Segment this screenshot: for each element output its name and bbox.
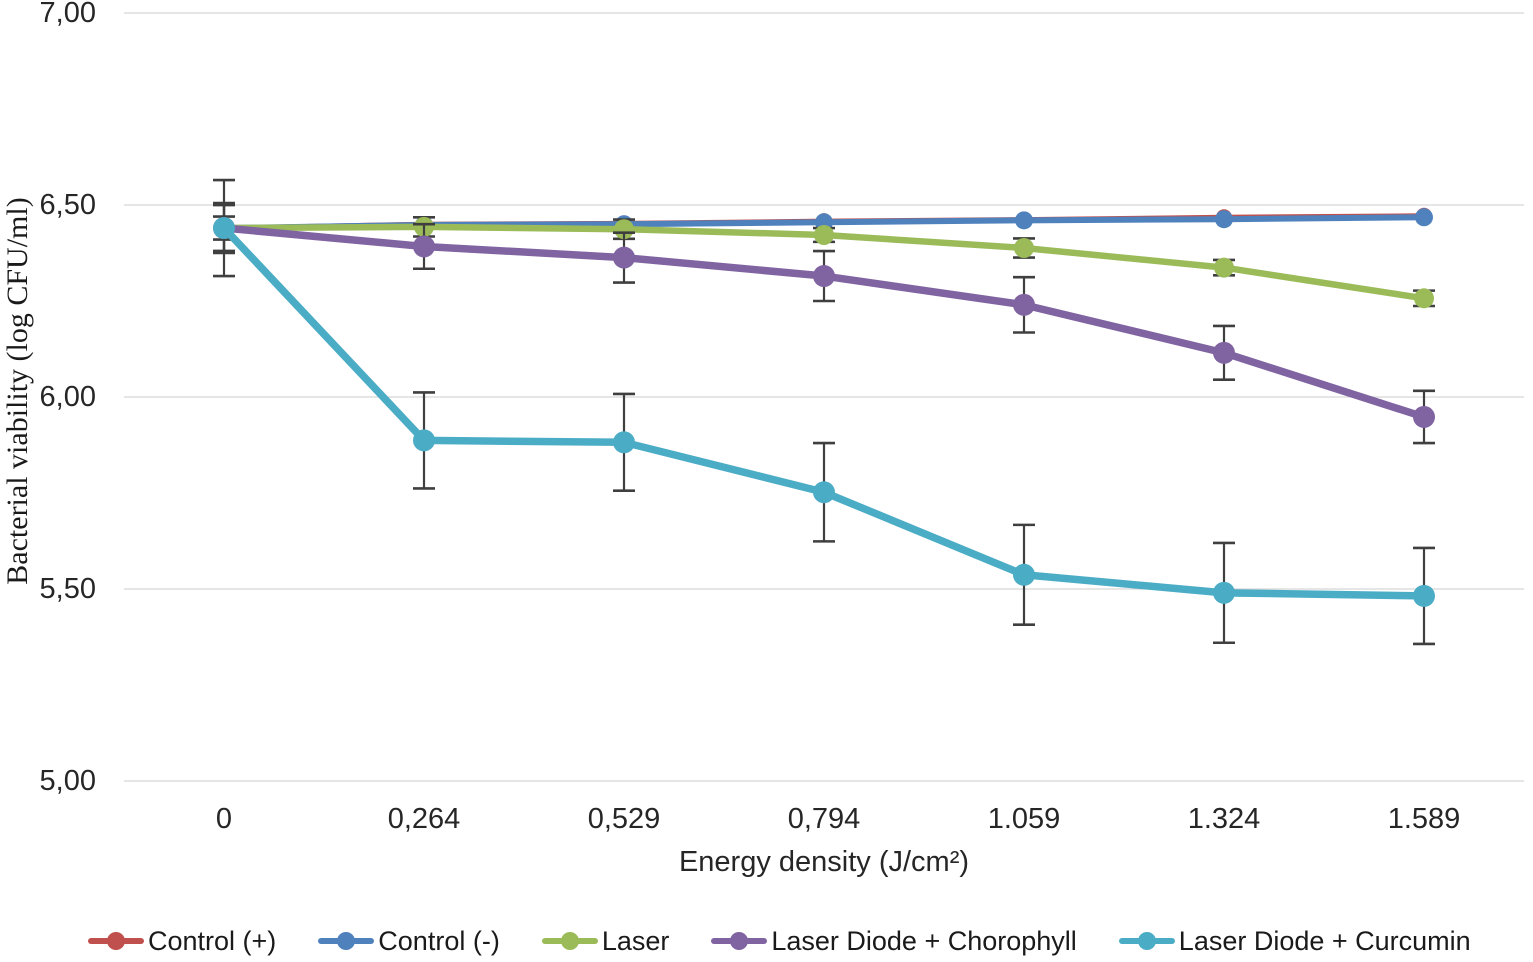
data-point-laser	[614, 219, 634, 240]
legend-item-control-minus: Control (-)	[318, 921, 500, 961]
legend: Control (+) Control (-) Laser Laser Diode +…	[88, 920, 1471, 962]
data-point-laser	[1014, 238, 1034, 259]
series-laser-diode-curcumin	[213, 178, 1435, 646]
data-point-laser	[814, 224, 834, 245]
x-tick-label: 0	[215, 803, 233, 835]
data-point-control-minus	[1415, 208, 1433, 227]
y-tick-label: 6,00	[39, 381, 96, 413]
data-point-control-minus	[1015, 211, 1033, 230]
data-point-laser-diode-curcumin	[413, 429, 435, 452]
legend-marker-icon	[541, 931, 598, 951]
data-point-laser-diode-chorophyll	[1213, 341, 1235, 364]
y-tick-label: 5,50	[39, 573, 96, 605]
legend-item-laser-diode-chorophyll: Laser Diode + Chorophyll	[711, 921, 1077, 961]
y-tick-label: 5,00	[39, 765, 96, 797]
legend-label: Control (-)	[378, 926, 500, 956]
legend-item-laser-diode-curcumin: Laser Diode + Curcumin	[1118, 921, 1471, 961]
data-point-laser-diode-chorophyll	[1013, 293, 1035, 316]
x-tick-label: 0,794	[787, 803, 861, 835]
x-tick-label: 1.059	[987, 803, 1061, 835]
gridlines	[124, 12, 1524, 782]
y-tick-label: 6,50	[39, 189, 96, 221]
legend-label: Laser Diode + Chorophyll	[771, 926, 1077, 956]
legend-label: Laser	[601, 926, 670, 956]
data-point-laser-diode-curcumin	[213, 217, 235, 240]
y-tick-label: 7,00	[39, 0, 96, 29]
data-point-laser-diode-chorophyll	[613, 246, 635, 269]
legend-marker-icon	[88, 931, 144, 951]
data-point-laser	[1214, 257, 1234, 278]
data-point-laser-diode-curcumin	[1413, 584, 1435, 607]
x-axis-title: Energy density (J/cm²)	[678, 846, 970, 878]
legend-item-control-plus: Control (+)	[88, 921, 276, 961]
data-point-laser-diode-curcumin	[813, 481, 835, 504]
data-point-laser-diode-curcumin	[1213, 581, 1235, 604]
legend-label: Laser Diode + Curcumin	[1178, 926, 1471, 956]
legend-item-laser: Laser	[541, 921, 670, 961]
data-point-laser-diode-curcumin	[1013, 563, 1035, 586]
x-tick-label: 1.589	[1387, 803, 1461, 835]
legend-marker-icon	[318, 931, 375, 951]
data-point-laser	[1414, 288, 1434, 309]
legend-marker-icon	[711, 931, 768, 951]
legend-marker-icon	[1118, 931, 1175, 951]
legend-label: Control (+)	[148, 926, 277, 956]
x-tick-label: 0,264	[387, 803, 461, 835]
data-point-laser-diode-chorophyll	[813, 265, 835, 288]
y-axis-title: Bacterial viability (log CFU/ml)	[1, 197, 34, 585]
x-tick-label: 0,529	[587, 803, 661, 835]
data-point-control-minus	[1215, 210, 1233, 229]
x-tick-label: 1.324	[1187, 803, 1261, 835]
data-point-laser-diode-chorophyll	[1413, 405, 1435, 428]
data-point-laser-diode-chorophyll	[413, 235, 435, 258]
data-point-laser-diode-curcumin	[613, 431, 635, 454]
